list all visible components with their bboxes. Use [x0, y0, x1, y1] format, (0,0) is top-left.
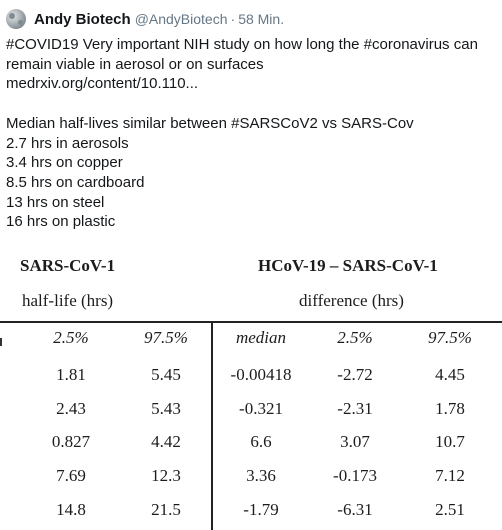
table-cell: -0.173	[333, 466, 377, 485]
table-cell: 1.81	[56, 365, 86, 384]
tweet-link[interactable]: medrxiv.org/content/10.110...	[6, 75, 199, 93]
tweet-text-line: 3.4 hrs on copper	[6, 154, 123, 172]
table-cell: 1.78	[435, 399, 465, 418]
tweet-text-line: Median half-lives similar between #SARSC…	[6, 114, 414, 132]
table-cell: 5.43	[151, 399, 181, 418]
table-cell: -1.79	[243, 500, 279, 519]
author-name[interactable]: Andy Biotech	[34, 10, 131, 28]
tweet-text: #COVID19 Very important NIH study on how…	[6, 35, 494, 232]
avatar[interactable]	[6, 9, 26, 29]
table-cell: 14.8	[56, 500, 86, 519]
table-cell: 0.827	[51, 432, 91, 451]
tweet-text-line: 16 hrs on plastic	[6, 213, 116, 231]
table-cell: 10.7	[435, 432, 465, 451]
tweet-text-line: 2.7 hrs in aerosols	[6, 134, 129, 152]
tweet-text-line: #COVID19 Very important NIH study on how…	[6, 36, 478, 53]
tweet-text-line: remain viable in aerosol or on surfaces	[6, 55, 264, 73]
group-b-title: HCoV-19 – SARS-CoV-1	[258, 256, 438, 275]
table-cell: -6.31	[337, 500, 373, 519]
table-cell: 4.42	[151, 432, 181, 451]
table-cell: 21.5	[151, 500, 181, 519]
tweet-blank-line	[6, 94, 494, 114]
separator-dot: ·	[230, 11, 236, 27]
column-header: 2.5%	[53, 328, 89, 347]
timestamp[interactable]: 58 Min.	[238, 11, 285, 27]
table-cell: -2.72	[337, 365, 373, 384]
table-cell: 6.6	[250, 432, 272, 451]
column-header: median	[235, 328, 287, 347]
table-cell: 7.12	[435, 466, 465, 485]
cropped-edge-mark	[0, 338, 2, 346]
table-cell: 5.45	[151, 365, 181, 384]
group-a-subtitle: half-life (hrs)	[22, 291, 114, 310]
table-cell: 3.36	[246, 466, 276, 485]
table-cell: 3.07	[340, 432, 370, 451]
table-cell: 2.51	[435, 500, 465, 519]
table-cell: -0.321	[239, 399, 283, 418]
author-handle[interactable]: @AndyBiotech	[134, 11, 228, 27]
column-header: 97.5%	[144, 328, 188, 347]
table-cell: -2.31	[337, 399, 373, 418]
tweet-header: Andy Biotech @AndyBiotech · 58 Min.	[6, 6, 284, 32]
table-cell: 2.43	[56, 399, 86, 418]
table-column-divider	[211, 323, 213, 530]
table-cell: 7.69	[56, 466, 86, 485]
table-cell: 12.3	[151, 466, 181, 485]
tweet-text-line: 13 hrs on steel	[6, 193, 105, 211]
column-header: 2.5%	[337, 328, 373, 347]
group-b-subtitle: difference (hrs)	[299, 291, 404, 310]
attached-table-image[interactable]: SARS-CoV-1 HCoV-19 – SARS-CoV-1 half-lif…	[0, 246, 502, 530]
table-cell: 4.45	[435, 365, 465, 384]
tweet-text-line: 8.5 hrs on cardboard	[6, 173, 145, 191]
group-a-title: SARS-CoV-1	[20, 256, 116, 275]
table-cell: -0.00418	[230, 365, 292, 384]
table-top-rule	[0, 321, 502, 323]
column-header: 97.5%	[428, 328, 472, 347]
